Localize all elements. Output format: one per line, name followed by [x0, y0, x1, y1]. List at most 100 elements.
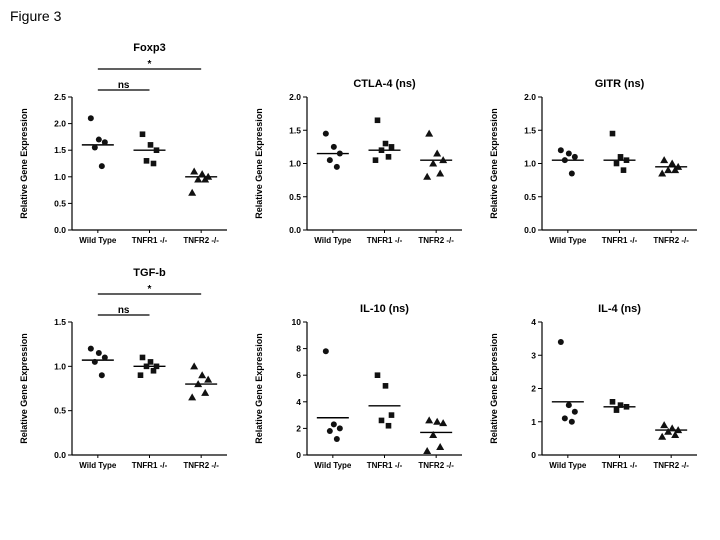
data-point-circle — [336, 150, 343, 157]
y-tick-label: 0.0 — [54, 450, 66, 460]
data-point-triangle — [425, 416, 434, 424]
data-point-triangle — [429, 159, 438, 167]
x-category-label: Wild Type — [549, 236, 587, 245]
data-point-circle — [330, 421, 337, 428]
data-point-square — [139, 131, 146, 138]
y-tick-label: 2 — [531, 384, 536, 394]
x-category-label: Wild Type — [549, 461, 587, 470]
data-point-circle — [561, 415, 568, 422]
data-point-triangle — [198, 371, 207, 379]
data-point-triangle — [423, 447, 432, 455]
x-category-label: TNFR1 -/- — [602, 461, 638, 470]
data-point-square — [150, 160, 157, 167]
y-tick-label: 10 — [292, 317, 302, 327]
data-point-triangle — [425, 129, 434, 137]
data-point-square — [153, 147, 160, 153]
data-point-square — [143, 158, 150, 164]
data-point-circle — [322, 130, 329, 137]
chart-title: IL-10 (ns) — [360, 303, 409, 315]
data-point-circle — [561, 157, 568, 164]
data-point-square — [153, 363, 160, 370]
data-point-circle — [330, 143, 337, 150]
x-category-label: Wild Type — [79, 461, 117, 470]
data-point-triangle — [664, 166, 673, 174]
y-tick-label: 0.5 — [524, 192, 536, 202]
data-point-circle — [568, 418, 575, 425]
data-point-triangle — [194, 380, 203, 388]
data-point-triangle — [664, 427, 673, 435]
data-point-triangle — [188, 188, 197, 196]
x-category-label: TNFR1 -/- — [132, 236, 168, 245]
y-tick-label: 2.5 — [54, 92, 66, 102]
data-point-triangle — [429, 431, 438, 439]
data-point-square — [613, 407, 620, 413]
data-point-square — [147, 142, 154, 148]
data-point-circle — [557, 147, 564, 154]
data-point-circle — [95, 350, 102, 357]
y-tick-label: 4 — [531, 317, 536, 327]
data-point-circle — [87, 345, 94, 352]
data-point-square — [623, 403, 630, 410]
data-point-triangle — [190, 362, 199, 370]
data-point-triangle — [188, 393, 197, 401]
data-point-square — [378, 147, 385, 153]
data-point-square — [388, 412, 395, 418]
data-point-triangle — [671, 431, 680, 439]
data-point-triangle — [194, 175, 203, 183]
y-tick-label: 2.0 — [524, 92, 536, 102]
y-tick-label: 0.5 — [54, 198, 66, 208]
y-tick-label: 1.5 — [54, 317, 66, 327]
y-axis-label: Relative Gene Expression — [254, 333, 264, 444]
data-point-triangle — [439, 156, 448, 164]
chart-svg: CTLA-4 (ns) 0.0 0.5 1.0 1.5 2.0 Relative Gene … — [254, 78, 462, 245]
data-point-triangle — [433, 149, 442, 157]
y-axis-label: Relative Gene Expression — [19, 333, 29, 444]
data-point-circle — [565, 402, 572, 409]
data-point-circle — [98, 372, 105, 379]
data-point-circle — [91, 358, 98, 365]
y-tick-label: 8 — [296, 344, 301, 354]
y-tick-label: 1.0 — [54, 361, 66, 371]
data-point-square — [150, 367, 157, 374]
data-point-square — [382, 383, 389, 389]
data-point-triangle — [658, 169, 667, 177]
x-category-label: TNFR2 -/- — [653, 461, 689, 470]
y-tick-label: 2.0 — [289, 92, 301, 102]
chart-svg: Foxp3 0.0 0.5 1.0 1.5 2.0 2.5 Relative Gene Exp… — [19, 42, 227, 245]
data-point-triangle — [436, 443, 445, 451]
chart-title: GITR (ns) — [595, 78, 645, 90]
x-category-label: TNFR2 -/- — [418, 461, 454, 470]
y-tick-label: 1.0 — [524, 159, 536, 169]
y-axis-label: Relative Gene Expression — [489, 108, 499, 219]
data-point-circle — [91, 144, 98, 151]
y-axis-label: Relative Gene Expression — [489, 333, 499, 444]
data-point-triangle — [436, 169, 445, 177]
y-tick-label: 6 — [296, 370, 301, 380]
chart-svg: GITR (ns) 0.0 0.5 1.0 1.5 2.0 Relative Gene Ex… — [489, 78, 697, 245]
y-tick-label: 0 — [296, 450, 301, 460]
data-point-circle — [333, 163, 340, 170]
x-category-label: TNFR2 -/- — [653, 236, 689, 245]
data-point-circle — [326, 428, 333, 435]
data-point-square — [623, 157, 630, 163]
chart-title: CTLA-4 (ns) — [353, 78, 416, 90]
data-point-circle — [333, 436, 340, 443]
data-point-triangle — [423, 172, 432, 180]
data-point-circle — [322, 348, 329, 355]
x-category-label: Wild Type — [314, 461, 352, 470]
data-point-square — [374, 372, 381, 378]
data-point-square — [388, 144, 395, 150]
figure-label: Figure 3 — [10, 8, 62, 24]
x-category-label: TNFR2 -/- — [183, 236, 219, 245]
data-point-circle — [336, 425, 343, 432]
data-point-triangle — [674, 426, 683, 434]
data-point-triangle — [439, 419, 448, 427]
chart-svg: IL-4 (ns) 0 1 2 3 4 Relative Gene Expression Wi… — [489, 303, 697, 470]
x-category-label: Wild Type — [79, 236, 117, 245]
data-point-triangle — [660, 156, 669, 164]
y-tick-label: 1.0 — [54, 172, 66, 182]
data-point-triangle — [668, 424, 677, 432]
significance-label: ns — [118, 305, 130, 316]
significance-label: ns — [118, 80, 130, 91]
data-point-square — [143, 363, 150, 370]
